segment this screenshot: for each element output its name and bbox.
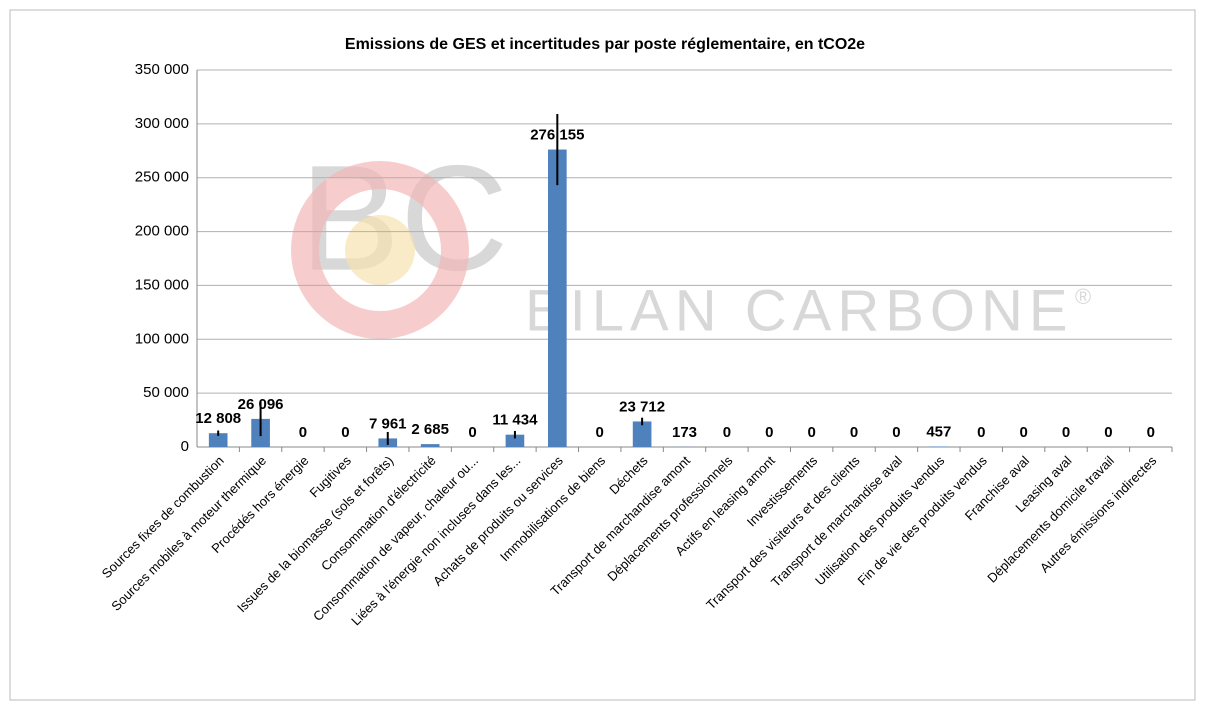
y-tick-label: 150 000 <box>135 276 189 293</box>
watermark: BC <box>300 134 508 302</box>
data-label: 173 <box>672 424 697 441</box>
data-label: 2 685 <box>411 421 449 438</box>
chart-title: Emissions de GES et incertitudes par pos… <box>345 36 865 53</box>
bar <box>632 421 652 447</box>
data-label: 0 <box>723 424 731 441</box>
data-label: 0 <box>1019 424 1027 441</box>
watermark: BILAN CARBONE <box>525 278 1074 343</box>
bar <box>420 444 440 447</box>
data-label: 0 <box>850 424 858 441</box>
data-label: 0 <box>341 424 349 441</box>
y-tick-label: 200 000 <box>135 223 189 240</box>
data-label: 457 <box>926 423 951 440</box>
data-label: 23 712 <box>619 398 665 415</box>
y-tick-label: 300 000 <box>135 115 189 132</box>
watermark: ® <box>1075 284 1091 309</box>
data-label: 26 096 <box>238 396 284 413</box>
data-label: 0 <box>468 424 476 441</box>
chart-border <box>9 9 1196 701</box>
data-label: 12 808 <box>195 410 241 427</box>
watermark-logo <box>345 215 415 285</box>
data-label: 0 <box>299 424 307 441</box>
data-label: 0 <box>1104 424 1112 441</box>
data-label: 0 <box>892 424 900 441</box>
y-tick-label: 250 000 <box>135 169 189 186</box>
data-label: 11 434 <box>492 412 538 429</box>
y-tick-label: 0 <box>181 438 189 455</box>
y-tick-label: 350 000 <box>135 61 189 78</box>
y-tick-label: 50 000 <box>143 384 189 401</box>
data-label: 276 155 <box>530 127 584 144</box>
watermark-logo <box>291 161 469 339</box>
data-label: 0 <box>808 424 816 441</box>
data-label: 7 961 <box>369 415 407 432</box>
data-label: 0 <box>977 424 985 441</box>
data-label: 0 <box>765 424 773 441</box>
bar <box>548 149 567 447</box>
data-label: 0 <box>1147 424 1155 441</box>
bar <box>208 433 228 447</box>
data-label: 0 <box>1062 424 1070 441</box>
bar <box>505 434 525 447</box>
y-tick-label: 100 000 <box>135 330 189 347</box>
data-label: 0 <box>596 424 604 441</box>
